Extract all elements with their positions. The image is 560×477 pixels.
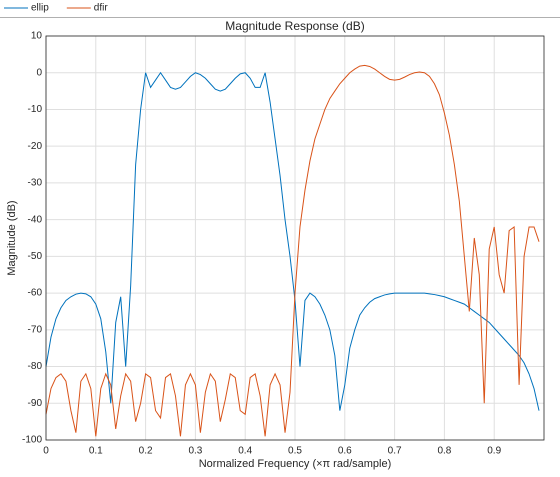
y-axis-label: Magnitude (dB) <box>6 200 18 275</box>
x-axis-label: Normalized Frequency (×π rad/sample) <box>199 458 392 470</box>
y-tick-label: 10 <box>31 31 43 42</box>
legend-label: ellip <box>31 3 49 14</box>
y-tick-label: -10 <box>28 104 43 115</box>
x-tick-label: 0.3 <box>188 446 202 457</box>
y-tick-label: -80 <box>28 361 43 372</box>
y-tick-label: -40 <box>28 214 43 225</box>
legend: ellip dfir <box>4 3 108 14</box>
y-tick-label: -70 <box>28 324 43 335</box>
x-tick-label: 0.7 <box>388 446 402 457</box>
x-tick-label: 0.5 <box>288 446 302 457</box>
x-tick-label: 0.8 <box>437 446 451 457</box>
x-tick-label: 0.9 <box>487 446 501 457</box>
lines <box>45 64 540 437</box>
y-tick-label: -100 <box>22 435 42 446</box>
plot-frame <box>45 35 545 441</box>
chart-title: Magnitude Response (dB) <box>225 19 364 33</box>
legend-label: dfir <box>94 3 109 14</box>
y-tick-label: -60 <box>28 288 43 299</box>
y-tick-label: 0 <box>36 67 42 78</box>
y-tick-label: -30 <box>28 178 43 189</box>
y-tick-label: -90 <box>28 398 43 409</box>
legend-bar <box>0 0 560 17</box>
series-line <box>45 71 540 411</box>
x-tick-label: 0.1 <box>89 446 103 457</box>
x-tick-label: 0.4 <box>238 446 252 457</box>
x-tick-label: 0.2 <box>139 446 153 457</box>
series-line <box>45 64 540 437</box>
y-tick-label: -50 <box>28 251 43 262</box>
x-tick-label: 0.6 <box>338 446 352 457</box>
x-tick-label: 0 <box>43 446 49 457</box>
y-tick-label: -20 <box>28 141 43 152</box>
